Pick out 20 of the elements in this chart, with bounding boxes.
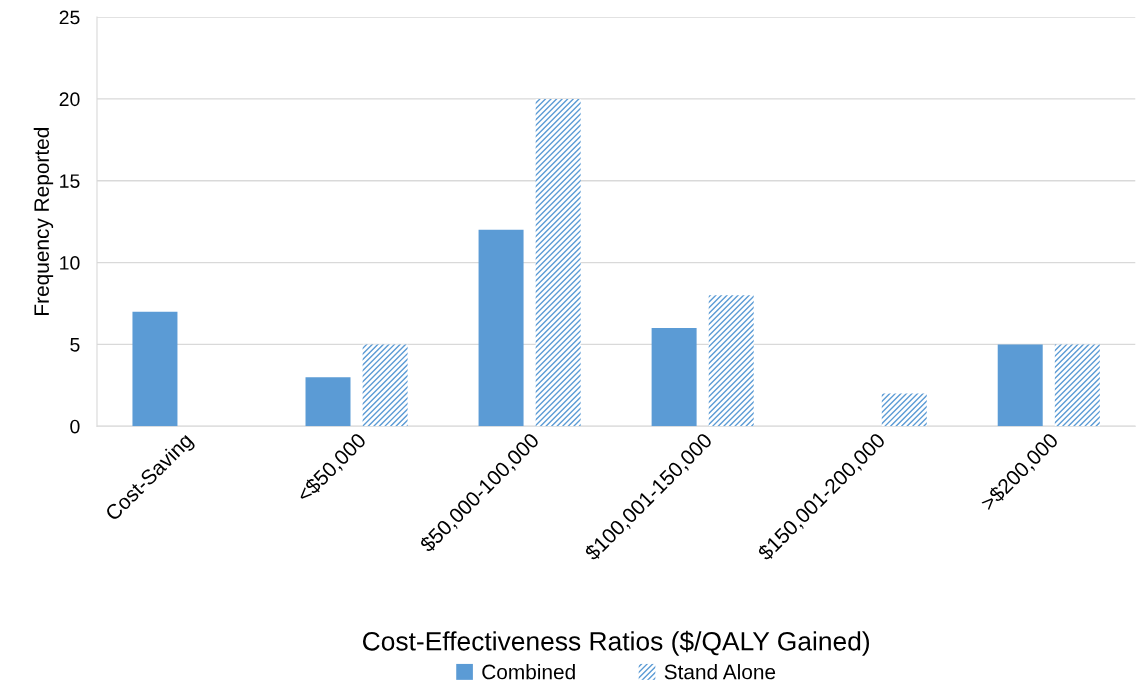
y-axis-title: Frequency Reported [33,128,54,315]
y-tick-label: 25 [59,10,80,25]
y-tick-label: 10 [60,256,80,270]
y-tick-label: 5 [70,338,80,352]
bar [881,393,927,427]
bar [997,344,1043,427]
bar [1054,344,1100,427]
bar [362,344,408,427]
bar [132,311,178,427]
bar [651,328,697,427]
legend-label: Combined [482,664,575,680]
y-tick-label: 15 [60,174,80,188]
bar [305,377,351,427]
bar [478,229,524,427]
bar [535,98,581,427]
bar [708,295,754,427]
legend-label: Stand Alone [664,664,776,680]
y-tick-label: 20 [59,92,80,107]
y-tick-label: 0 [70,419,80,434]
x-axis-title: Cost-Effectiveness Ratios ($/QALY Gained) [362,630,870,656]
